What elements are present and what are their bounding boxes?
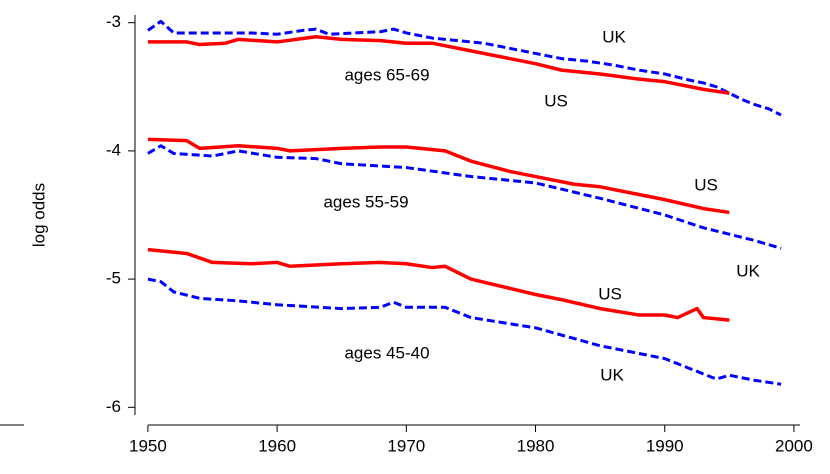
x-tick-label: 1990 — [646, 436, 684, 455]
series-line — [147, 277, 782, 386]
y-tick-label: -3 — [106, 12, 121, 31]
series-line — [147, 19, 782, 117]
x-tick-label: 1970 — [387, 436, 425, 455]
series-label: US — [544, 91, 568, 110]
y-tick-label: -4 — [106, 140, 121, 159]
series-label: UK — [600, 365, 624, 384]
x-tick-label: 1980 — [517, 436, 555, 455]
annotation: ages 65-69 — [344, 65, 429, 84]
x-tick-label: 1950 — [129, 436, 167, 455]
series-label: US — [694, 175, 718, 194]
series-line — [147, 35, 730, 95]
y-tick-label: -6 — [106, 397, 121, 416]
annotation: ages 55-59 — [323, 192, 408, 211]
x-tick-label: 2000 — [775, 436, 813, 455]
series-label: US — [598, 284, 622, 303]
series-line — [147, 247, 730, 322]
series-line — [147, 144, 782, 250]
series-label: UK — [736, 261, 760, 280]
y-axis-label: log odds — [29, 183, 48, 247]
annotation: ages 45-40 — [344, 343, 429, 362]
x-tick-label: 1960 — [258, 436, 296, 455]
y-tick-label: -5 — [106, 269, 121, 288]
series-line — [147, 137, 730, 215]
series-label: UK — [602, 27, 626, 46]
